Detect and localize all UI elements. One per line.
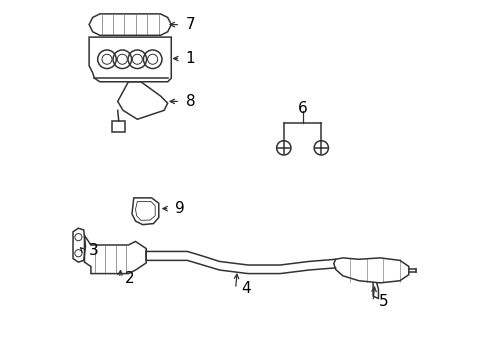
Text: 8: 8 <box>185 94 195 109</box>
Text: 9: 9 <box>175 201 184 216</box>
Text: 5: 5 <box>378 294 387 309</box>
Text: 2: 2 <box>124 271 134 286</box>
Text: 6: 6 <box>297 101 307 116</box>
Text: 1: 1 <box>185 51 195 66</box>
Text: 7: 7 <box>185 17 195 32</box>
Text: 3: 3 <box>89 243 99 258</box>
Text: 4: 4 <box>241 282 250 296</box>
